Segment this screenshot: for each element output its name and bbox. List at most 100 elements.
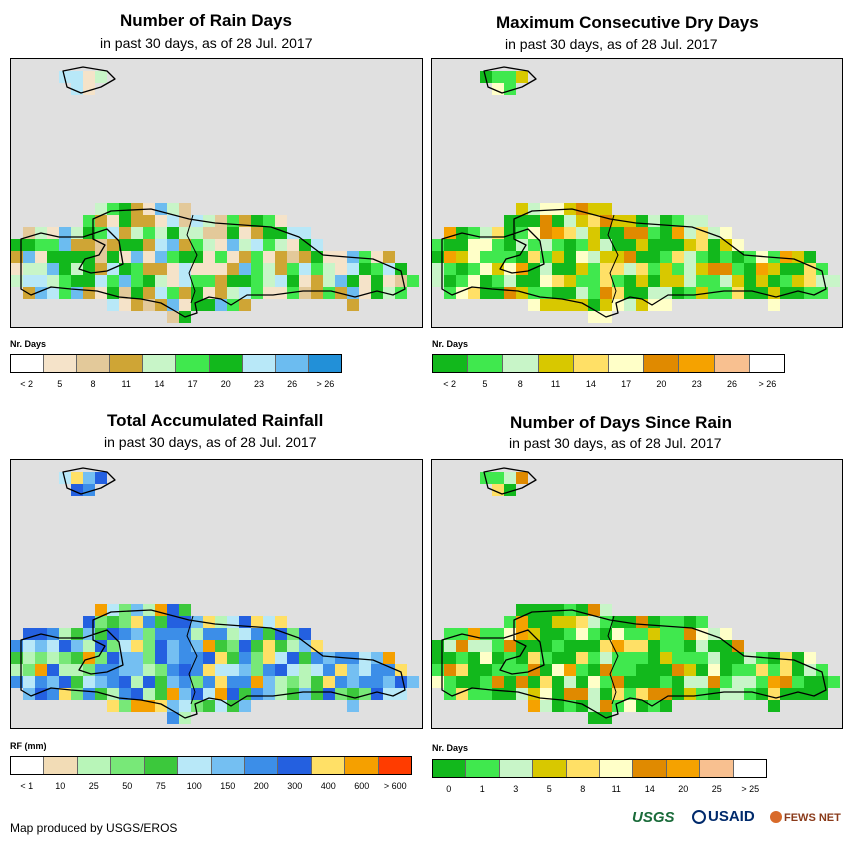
legend-swatch [600, 760, 634, 777]
map-grid-cell [335, 664, 347, 676]
legend-title-max-dry-days: Nr. Days [432, 339, 469, 349]
map-grid-cell [780, 652, 792, 664]
map-grid-cell [239, 239, 251, 251]
map-grid-cell [275, 676, 287, 688]
coastline-hispaniola [20, 609, 406, 719]
map-grid-cell [516, 251, 528, 263]
legend-swatch [178, 757, 212, 774]
map-grid-cell [696, 664, 708, 676]
map-grid-cell [203, 664, 215, 676]
map-grid-cell [792, 676, 804, 688]
map-grid-cell [107, 287, 119, 299]
map-grid-cell [179, 664, 191, 676]
map-grid-cell [143, 227, 155, 239]
map-grid-cell [287, 287, 299, 299]
map-grid-cell [83, 287, 95, 299]
map-grid-cell [239, 628, 251, 640]
map-grid-cell [155, 227, 167, 239]
map-grid-cell [432, 676, 444, 688]
panel-subtitle-days-since-rain: in past 30 days, as of 28 Jul. 2017 [509, 435, 722, 451]
map-grid-cell [179, 251, 191, 263]
map-grid-cell [528, 604, 540, 616]
map-grid-cell [131, 287, 143, 299]
legend-swatch [503, 355, 539, 372]
map-grid-cell [47, 275, 59, 287]
map-grid-cell [59, 287, 71, 299]
coastline-hispaniola [441, 208, 827, 318]
map-grid-cell [600, 652, 612, 664]
legend-swatch [499, 760, 534, 777]
map-grid-cell [720, 664, 732, 676]
map-grid-cell [516, 275, 528, 287]
map-grid-cell [516, 664, 528, 676]
map-grid-cell [323, 652, 335, 664]
map-grid-cell [155, 616, 167, 628]
map-grid-cell [179, 287, 191, 299]
map-grid-cell [203, 263, 215, 275]
map-grid-cell [492, 71, 504, 83]
map-grid-cell [143, 700, 155, 712]
map-grid-cell [720, 239, 732, 251]
map-grid-cell [23, 652, 35, 664]
map-grid-cell [720, 227, 732, 239]
map-grid-cell [83, 652, 95, 664]
legend-label: 50 [122, 781, 133, 791]
map-grid-cell [684, 275, 696, 287]
map-grid-cell [540, 640, 552, 652]
map-grid-cell [227, 239, 239, 251]
map-grid-cell [624, 263, 636, 275]
map-grid-cell [720, 676, 732, 688]
map-grid-cell [624, 664, 636, 676]
map-grid-cell [59, 688, 71, 700]
map-grid-cell [251, 251, 263, 263]
fews-net-logo: FEWS NET [770, 811, 841, 824]
map-grid-cell [660, 640, 672, 652]
map-grid-cell [516, 616, 528, 628]
map-grid-cell [612, 287, 624, 299]
map-grid-cell [251, 664, 263, 676]
map-grid-cell [251, 215, 263, 227]
map-grid-cell [323, 676, 335, 688]
map-grid-cell [275, 652, 287, 664]
map-grid-cell [191, 652, 203, 664]
map-grid-cell [383, 287, 395, 299]
map-grid-cell [684, 616, 696, 628]
map-grid-cell [600, 664, 612, 676]
map-grid-cell [444, 251, 456, 263]
map-grid-cell [636, 652, 648, 664]
map-grid-cell [215, 676, 227, 688]
map-grid-cell [83, 472, 95, 484]
map-grid-cell [227, 688, 239, 700]
map-grid-cell [239, 299, 251, 311]
map-grid-cell [179, 676, 191, 688]
map-grid-cell [540, 628, 552, 640]
map-grid-cell [552, 652, 564, 664]
map-grid-cell [624, 227, 636, 239]
map-grid-cell [504, 676, 516, 688]
legend-bar-max-dry-days [432, 354, 785, 373]
map-grid-cell [335, 676, 347, 688]
map-grid-cell [528, 616, 540, 628]
map-grid-cell [732, 263, 744, 275]
map-grid-cell [672, 652, 684, 664]
map-grid-cell [588, 616, 600, 628]
map-grid-cell [299, 275, 311, 287]
map-grid-cell [660, 227, 672, 239]
map-grid-cell [179, 652, 191, 664]
legend-label: 17 [187, 379, 198, 389]
map-grid-cell [95, 604, 107, 616]
map-grid-cell [804, 287, 816, 299]
map-grid-cell [552, 700, 564, 712]
map-grid-cell [35, 251, 47, 263]
map-grid-cell [468, 664, 480, 676]
map-grid-cell [119, 676, 131, 688]
panel-title-max-dry-days: Maximum Consecutive Dry Days [496, 13, 759, 32]
map-grid-cell [179, 215, 191, 227]
panel-title-accumulated-rainfall: Total Accumulated Rainfall [107, 411, 324, 430]
map-grid-cell [143, 676, 155, 688]
map-grid-cell [119, 227, 131, 239]
map-grid-cell [576, 664, 588, 676]
fews-net-logo-text: FEWS NET [784, 812, 841, 824]
map-grid-cell [792, 263, 804, 275]
map-grid-cell [648, 676, 660, 688]
